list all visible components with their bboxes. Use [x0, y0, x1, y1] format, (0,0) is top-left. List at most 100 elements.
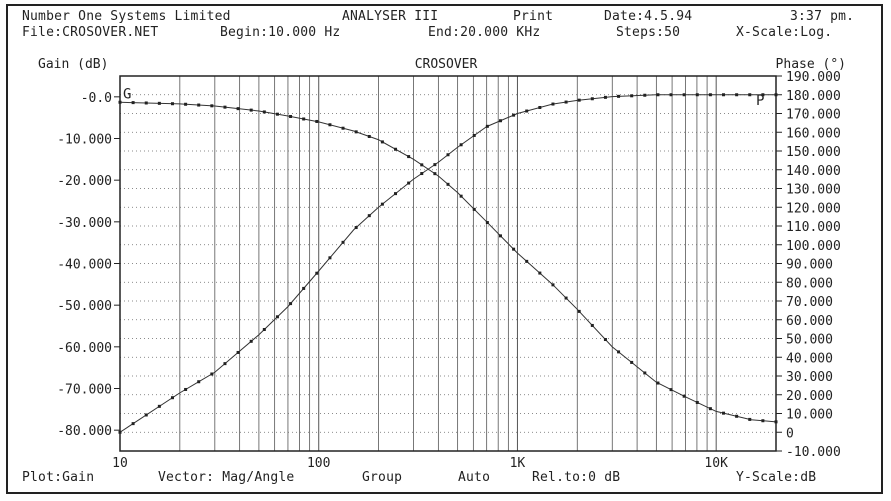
series-marker-G — [210, 104, 214, 108]
series-marker-P — [603, 95, 607, 99]
series-marker-G — [289, 114, 293, 118]
print-label[interactable]: Print — [513, 9, 554, 24]
series-marker-G — [512, 247, 516, 251]
series-marker-G — [315, 119, 319, 123]
series-marker-G — [367, 134, 371, 138]
left-axis-label: Gain (dB) — [38, 57, 108, 72]
series-marker-P — [459, 143, 463, 147]
left-tick-label: -10.000 — [57, 133, 112, 148]
series-marker-P — [302, 286, 306, 290]
series-marker-G — [498, 234, 502, 238]
right-tick-label: 130.000 — [786, 183, 841, 198]
series-marker-G — [341, 126, 345, 130]
left-tick-label: -80.000 — [57, 424, 112, 439]
series-marker-G — [184, 102, 188, 106]
right-tick-label: 30.000 — [786, 370, 833, 385]
right-tick-label: 0 — [786, 426, 794, 441]
series-marker-G — [380, 140, 384, 144]
series-marker-G — [722, 411, 726, 415]
series-marker-P — [512, 113, 516, 117]
series-marker-P — [748, 93, 752, 97]
right-tick-label: 70.000 — [786, 295, 833, 310]
series-marker-P — [380, 202, 384, 206]
series-marker-P — [341, 240, 345, 244]
series-marker-G — [643, 371, 647, 375]
right-tick-label: 60.000 — [786, 314, 833, 329]
series-marker-P — [275, 315, 279, 319]
series-marker-P — [315, 271, 319, 275]
series-marker-G — [302, 117, 306, 121]
series-marker-G — [328, 123, 332, 127]
series-marker-G — [538, 271, 542, 275]
series-marker-P — [223, 362, 227, 366]
right-tick-label: 170.000 — [786, 108, 841, 123]
series-marker-G — [525, 259, 529, 263]
right-tick-label: 20.000 — [786, 389, 833, 404]
series-marker-G — [394, 147, 398, 151]
series-marker-G — [551, 283, 555, 287]
series-marker-P — [735, 93, 739, 97]
series-marker-G — [236, 107, 240, 111]
series-marker-P — [144, 413, 148, 417]
series-marker-G — [577, 309, 581, 313]
series-marker-P — [472, 133, 476, 137]
series-marker-P — [630, 94, 634, 98]
right-tick-label: 40.000 — [786, 351, 833, 366]
x-tick-label: 10 — [112, 456, 128, 471]
series-marker-G — [131, 101, 135, 105]
series-marker-G — [656, 381, 660, 385]
series-marker-P — [407, 181, 411, 185]
series-marker-P — [577, 98, 581, 102]
series-marker-P — [538, 106, 542, 110]
right-axis-label: Phase (°) — [776, 57, 846, 72]
group-label: Group — [362, 470, 403, 485]
left-tick-label: -40.000 — [57, 258, 112, 273]
right-tick-label: 80.000 — [786, 276, 833, 291]
series-marker-P — [433, 163, 437, 167]
x-tick-label: 1K — [510, 456, 526, 471]
series-marker-P — [643, 93, 647, 97]
right-tick-label: 150.000 — [786, 145, 841, 160]
left-tick-label: -50.000 — [57, 299, 112, 314]
plot-mode: Plot:Gain — [22, 470, 95, 485]
series-marker-G — [197, 103, 201, 107]
series-marker-G — [275, 112, 279, 116]
series-marker-P — [669, 93, 673, 97]
yscale-label: Y-Scale:dB — [736, 470, 817, 485]
series-marker-P — [590, 97, 594, 101]
series-marker-G — [748, 417, 752, 421]
series-marker-P — [394, 192, 398, 196]
grid-lines — [119, 75, 777, 452]
company-name: Number One Systems Limited — [22, 9, 231, 24]
rel-label: Rel.to:0 dB — [532, 470, 621, 485]
series-marker-P — [262, 328, 266, 332]
series-marker-P — [708, 93, 712, 97]
file-label: File:CROSOVER.NET — [22, 25, 159, 40]
right-tick-label: 110.000 — [786, 220, 841, 235]
right-tick-label: 90.000 — [786, 258, 833, 273]
series-label-P: P — [756, 93, 764, 109]
series-marker-P — [420, 172, 424, 176]
series-marker-G — [472, 207, 476, 211]
right-tick-label: 190.000 — [786, 70, 841, 85]
series-marker-P — [118, 430, 122, 434]
series-marker-P — [249, 339, 253, 343]
series-marker-P — [564, 100, 568, 104]
series-marker-G — [590, 323, 594, 327]
series-marker-P — [170, 396, 174, 400]
series-marker-G — [564, 296, 568, 300]
auto-label: Auto — [458, 470, 491, 485]
left-tick-label: -60.000 — [57, 341, 112, 356]
left-tick-label: -0.0 — [81, 91, 112, 106]
series-marker-G — [617, 350, 621, 354]
series-marker-P — [761, 93, 765, 97]
series-marker-P — [722, 93, 726, 97]
series-marker-P — [682, 93, 686, 97]
series-marker-P — [485, 124, 489, 128]
steps-label: Steps:50 — [616, 25, 681, 40]
series-marker-G — [485, 221, 489, 225]
series-marker-G — [407, 155, 411, 159]
series-line-P — [119, 94, 776, 433]
series-marker-P — [131, 422, 135, 426]
right-tick-label: -10.000 — [786, 445, 841, 460]
